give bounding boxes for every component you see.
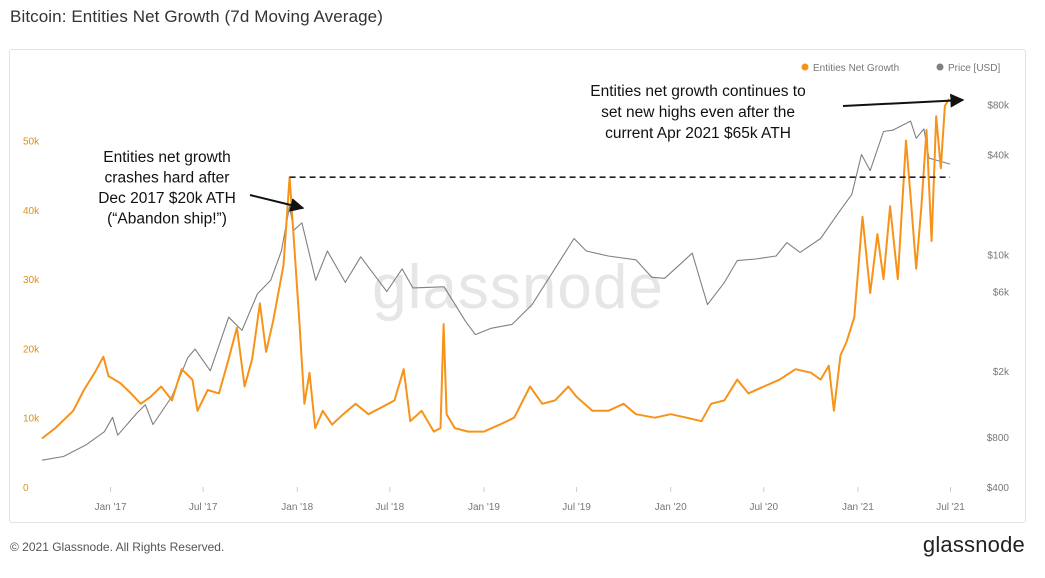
y-left-tick-label: 10k xyxy=(23,414,40,425)
x-axis-tick-label: Jul '20 xyxy=(749,502,778,513)
series-layer xyxy=(41,98,951,461)
annotation-right-line: set new highs even after the xyxy=(601,104,795,121)
legend-growth-dot xyxy=(801,63,809,71)
annotation-left-line: crashes hard after xyxy=(105,170,230,187)
x-axis-tick-label: Jul '21 xyxy=(936,502,965,513)
glassnode-logo: glassnode xyxy=(922,532,1025,557)
annotation-right-line: current Apr 2021 $65k ATH xyxy=(605,125,791,142)
price-usd-line xyxy=(41,120,951,461)
x-axis-tick-label: Jul '19 xyxy=(562,502,591,513)
x-axis-tick-label: Jul '18 xyxy=(376,502,405,513)
legend-price-label: Price [USD] xyxy=(948,63,1000,74)
annotation-left-line: Dec 2017 $20k ATH xyxy=(98,190,236,207)
y-right-tick-label: $2k xyxy=(993,367,1010,378)
chart-svg: glassnode Jan '17 Jul '17 Jan '18 Jul '18 Ja… xyxy=(23,63,1010,513)
annotation-left-arrow xyxy=(249,194,305,212)
x-axis-tick-label: Jan '19 xyxy=(468,502,500,513)
x-axis-tick-label: Jan '21 xyxy=(842,502,874,513)
x-axis-tick-label: Jan '17 xyxy=(95,502,127,513)
legend-growth-label: Entities Net Growth xyxy=(813,63,899,74)
x-axis-tick-label: Jan '18 xyxy=(281,502,313,513)
annotation-layer: Entities net growth crashes hard after Dec… xyxy=(98,83,965,228)
y-left-tick-label: 20k xyxy=(23,344,40,355)
axes-layer: Jan '17 Jul '17 Jan '18 Jul '18 Jan '19 Jul '… xyxy=(23,100,1010,513)
copyright-text: © 2021 Glassnode. All Rights Reserved. xyxy=(10,540,225,554)
y-left-tick-label: 0 xyxy=(23,483,29,494)
annotation-left-line: Entities net growth xyxy=(103,149,231,166)
y-left-tick-label: 50k xyxy=(23,137,40,148)
chart-frame: glassnode Jan '17 Jul '17 Jan '18 Jul '18 Ja… xyxy=(9,49,1026,523)
y-right-tick-label: $6k xyxy=(993,287,1010,298)
y-right-tick-label: $40k xyxy=(987,150,1010,161)
x-axis-tick-label: Jan '20 xyxy=(655,502,687,513)
y-right-tick-label: $400 xyxy=(987,483,1010,494)
y-right-tick-label: $800 xyxy=(987,433,1010,444)
y-left-tick-label: 40k xyxy=(23,206,40,217)
entities-net-growth-line xyxy=(41,98,950,440)
annotation-right-arrow xyxy=(842,93,965,108)
annotation-left-line: (“Abandon ship!”) xyxy=(107,211,227,228)
y-left-tick-label: 30k xyxy=(23,275,40,286)
page-title: Bitcoin: Entities Net Growth (7d Moving … xyxy=(10,7,383,26)
y-right-tick-label: $80k xyxy=(987,100,1010,111)
y-right-tick-label: $10k xyxy=(987,251,1010,262)
chart-legend: Entities Net Growth Price [USD] xyxy=(801,63,1000,74)
annotation-right-line: Entities net growth continues to xyxy=(590,83,805,100)
legend-price-dot xyxy=(936,63,944,71)
x-axis-tick-label: Jul '17 xyxy=(189,502,218,513)
